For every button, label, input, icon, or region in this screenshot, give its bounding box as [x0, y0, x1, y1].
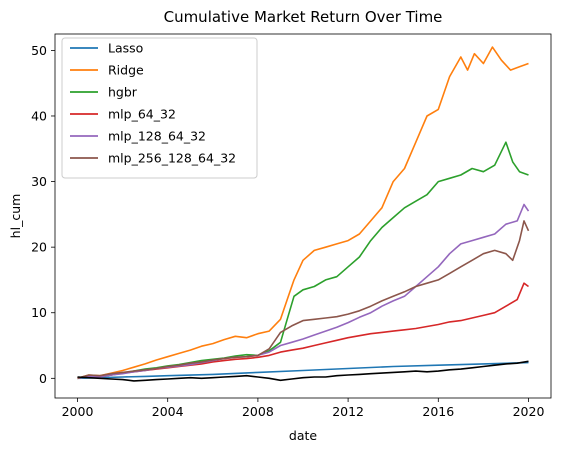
- x-tick-label: 2020: [513, 404, 545, 419]
- legend: Lasso Ridge hgbr mlp_64_32 mlp_128_64_32 mlp_…: [61, 37, 258, 179]
- x-tick-label: 2004: [152, 404, 184, 419]
- y-tick-label: 0: [39, 371, 47, 386]
- series-line-ridge: [77, 46, 529, 380]
- x-tick-label: 2008: [242, 404, 274, 419]
- legend-label: hgbr: [108, 85, 138, 100]
- series-line-mlp-128-64-32: [77, 203, 530, 380]
- y-axis: 0 10 20 30 40 50: [31, 43, 55, 386]
- chart-title: Cumulative Market Return Over Time: [164, 8, 443, 26]
- plot-frame: [54, 33, 552, 399]
- legend-label: Ridge: [108, 63, 144, 78]
- y-tick-label: 40: [31, 108, 47, 123]
- series-line-lasso: [77, 361, 529, 380]
- y-tick-label: 10: [31, 305, 47, 320]
- y-tick-label: 20: [31, 240, 47, 255]
- x-tick-label: 2000: [62, 404, 94, 419]
- y-tick-label: 50: [31, 43, 47, 58]
- series-line-series-7: [77, 360, 529, 382]
- legend-label: mlp_128_64_32: [108, 129, 206, 144]
- y-axis-label: hl_cum: [8, 194, 23, 239]
- legend-box: [61, 37, 258, 179]
- x-tick-label: 2016: [422, 404, 454, 419]
- legend-label: Lasso: [108, 41, 143, 56]
- plot-area: [77, 46, 530, 382]
- y-tick-label: 30: [31, 174, 47, 189]
- x-axis: 2000 2004 2008 2012 2016 2020: [62, 398, 545, 419]
- legend-label: mlp_64_32: [108, 107, 176, 122]
- x-axis-label: date: [289, 428, 317, 443]
- x-tick-label: 2012: [332, 404, 364, 419]
- legend-label: mlp_256_128_64_32: [108, 151, 236, 166]
- series-line-mlp-256-128-64-32: [77, 220, 530, 380]
